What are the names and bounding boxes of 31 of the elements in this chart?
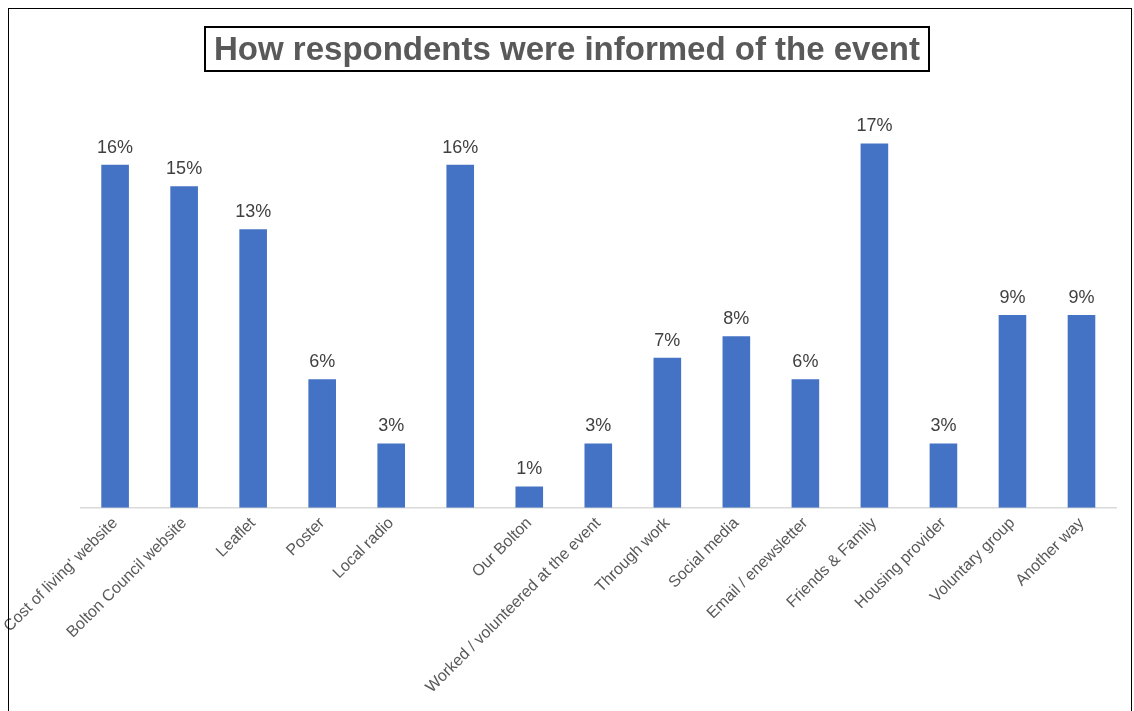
bar (929, 443, 958, 508)
bar (446, 164, 475, 508)
bar (791, 379, 820, 508)
data-label: 13% (235, 201, 272, 222)
bar (1067, 314, 1096, 508)
bar (239, 229, 267, 508)
data-label: 16% (97, 136, 134, 157)
data-label: 16% (442, 136, 479, 157)
data-label: 15% (166, 158, 203, 179)
bar (170, 186, 198, 508)
bar (653, 357, 682, 508)
data-label: 3% (585, 415, 612, 436)
data-label: 7% (654, 329, 681, 350)
data-label: 17% (856, 115, 893, 136)
bar (515, 486, 544, 508)
data-label: 6% (792, 351, 819, 372)
data-label: 3% (930, 415, 957, 436)
data-label: 6% (309, 351, 336, 372)
bar (308, 379, 336, 508)
bar (998, 314, 1027, 508)
bar (584, 443, 613, 508)
bar (722, 336, 751, 508)
bar (860, 143, 889, 508)
chart-title: How respondents were informed of the event (204, 26, 930, 72)
data-label: 8% (723, 308, 750, 329)
data-label: 1% (516, 458, 543, 479)
data-label: 9% (1068, 286, 1095, 307)
data-label: 3% (378, 415, 405, 436)
data-label: 9% (999, 286, 1026, 307)
bar (377, 443, 406, 508)
bar (101, 164, 129, 508)
